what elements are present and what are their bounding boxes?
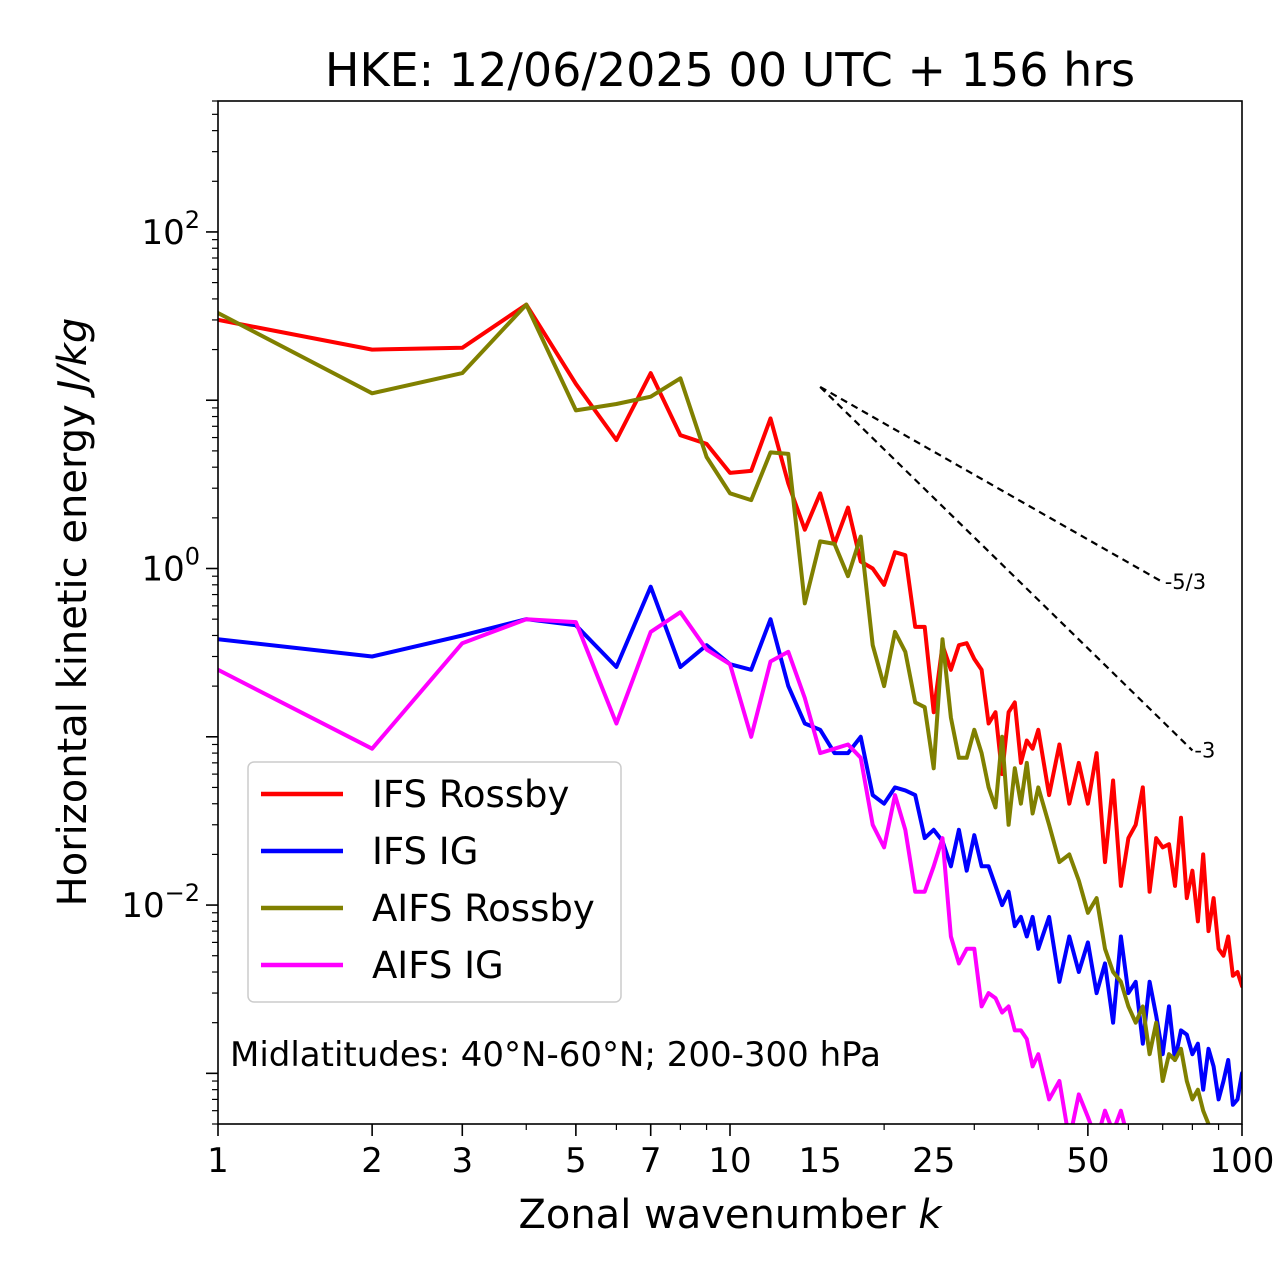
x-tick-label: 5 [565,1141,587,1181]
series-line-ifs-rossby [218,302,1242,989]
x-tick-label: 3 [451,1141,473,1181]
y-tick-label: 10−2 [121,879,200,926]
y-tick-label: 100 [141,543,200,590]
reference-lines: -5/3 -3 [819,385,1215,762]
y-tick-label-exponent: 2 [185,206,200,234]
slope-label-minus-3: -3 [1194,738,1215,762]
x-tick-label: 1 [207,1141,229,1181]
legend-box [247,761,622,1003]
x-tick-label: 50 [1066,1141,1109,1181]
y-axis-label-italic: J/kg [50,318,96,399]
y-tick-label-base: 10 [141,213,184,253]
slope-line-minus-5-3 [819,385,1164,584]
region-annotation: Midlatitudes: 40°N-60°N; 200-300 hPa [230,1035,881,1075]
chart-title: HKE: 12/06/2025 00 UTC + 156 hrs [325,43,1135,97]
x-axis-label: Zonal wavenumber k [518,1192,943,1238]
x-axis-label-italic: k [918,1192,943,1238]
legend-label-aifs-rossby: AIFS Rossby [372,887,595,930]
x-axis-label-main: Zonal wavenumber [518,1192,918,1238]
series-line-ifs-ig [218,584,1242,1107]
legend-items: IFS Rossby IFS IG AIFS Rossby AIFS IG [261,773,595,987]
series-line-aifs-rossby [218,302,1211,1124]
y-tick-label-exponent: 0 [185,543,200,571]
y-tick-label-base: 10 [141,550,184,590]
slope-line-minus-3 [819,386,1194,752]
legend-label-ifs-rossby: IFS Rossby [372,773,569,816]
legend-label-aifs-ig: AIFS IG [372,944,504,987]
series-layer [218,302,1242,1124]
y-tick-label-base: 10 [121,886,164,926]
x-tick-label: 7 [640,1141,662,1181]
y-tick-label-exponent: −2 [165,879,200,907]
x-tick-label: 15 [799,1141,842,1181]
slope-label-minus-5-3: -5/3 [1165,570,1206,594]
legend: IFS Rossby IFS IG AIFS Rossby AIFS IG [247,761,622,1003]
series-line-aifs-ig [218,610,1127,1124]
y-tick-label: 102 [141,206,200,253]
x-tick-label: 10 [708,1141,751,1181]
legend-label-ifs-ig: IFS IG [372,830,478,873]
y-axis-label: Horizontal kinetic energy J/kg [50,318,96,907]
x-axis-ticks: 1 2 3 5 7 10 15 25 50 100 [207,1124,1274,1181]
x-tick-label: 25 [912,1141,955,1181]
x-tick-label: 100 [1210,1141,1275,1181]
y-axis-label-main: Horizontal kinetic energy [50,392,96,907]
x-tick-label: 2 [361,1141,383,1181]
